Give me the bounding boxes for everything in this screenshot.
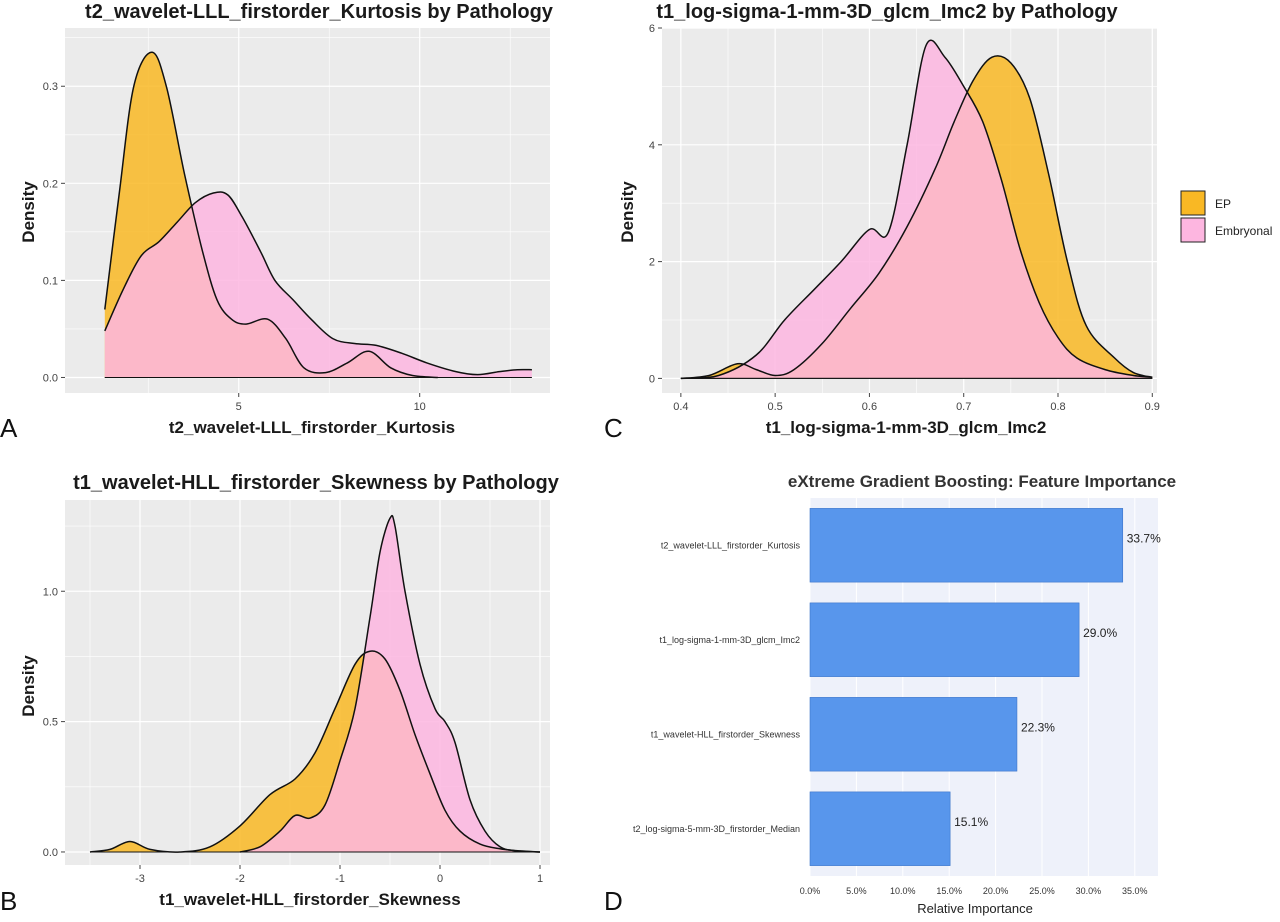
y-tick-label: 0.3 xyxy=(43,81,58,93)
feature-bar xyxy=(809,508,1124,583)
panel-b: t1_wavelet-HLL_firstorder_Skewness by Pa… xyxy=(0,472,560,916)
x-tick-label: 10.0% xyxy=(890,886,916,896)
y-tick-label: 0 xyxy=(649,373,655,385)
density-area-embryonal xyxy=(240,515,540,852)
y-tick-label: 6 xyxy=(649,23,655,35)
x-tick-label: 0.4 xyxy=(673,401,688,413)
y-tick-label: 0.2 xyxy=(43,178,58,190)
x-tick-label: 25.0% xyxy=(1029,886,1055,896)
density-line-embryonal xyxy=(104,191,532,376)
feature-bar xyxy=(809,791,951,866)
panel-c-letter: C xyxy=(604,413,623,443)
feature-bar xyxy=(809,602,1080,677)
panel-d-xlabel: Relative Importance xyxy=(917,901,1033,916)
panel-c-plot: 0.4 0.5 0.6 0.7 0.8 0.9 0 2 4 6 xyxy=(649,23,1160,413)
bar-value-label: 29.0% xyxy=(1083,626,1117,640)
x-tick-label: 15.0% xyxy=(936,886,962,896)
legend-label-embryonal: Embryonal xyxy=(1215,224,1272,238)
feature-label: t1_log-sigma-1-mm-3D_glcm_Imc2 xyxy=(659,635,800,645)
y-tick-label: 0.0 xyxy=(43,847,58,859)
density-line-embryonal xyxy=(239,514,541,853)
x-tick-label: 0 xyxy=(437,873,443,885)
x-tick-label: -1 xyxy=(335,873,345,885)
x-tick-label: 0.6 xyxy=(862,401,877,413)
x-tick-label: -3 xyxy=(135,873,145,885)
y-tick-label: 2 xyxy=(649,257,655,269)
x-tick-label: -2 xyxy=(235,873,245,885)
panel-a-plot: 5 10 0.0 0.1 0.2 0.3 xyxy=(43,28,550,413)
feature-bar xyxy=(809,697,1018,772)
bar-value-label: 15.1% xyxy=(954,815,988,829)
x-tick-label: 1 xyxy=(537,873,543,885)
x-tick-label: 20.0% xyxy=(983,886,1009,896)
legend-label-ep: EP xyxy=(1215,197,1231,211)
x-tick-label: 30.0% xyxy=(1076,886,1102,896)
panel-a: t2_wavelet-LLL_firstorder_Kurtosis by Pa… xyxy=(0,1,554,443)
x-tick-label: 0.9 xyxy=(1145,401,1160,413)
feature-label: t1_wavelet-HLL_firstorder_Skewness xyxy=(651,729,801,739)
y-tick-label: 1.0 xyxy=(43,586,58,598)
x-tick-label: 0.7 xyxy=(956,401,971,413)
panel-b-xlabel: t1_wavelet-HLL_firstorder_Skewness xyxy=(159,890,460,909)
x-tick-label: 5 xyxy=(236,401,242,413)
density-line-embryonal xyxy=(680,39,1153,380)
y-tick-label: 0.5 xyxy=(43,717,58,729)
panel-d-letter: D xyxy=(604,886,623,916)
density-line-ep xyxy=(680,55,1153,380)
x-tick-label: 0.0% xyxy=(800,886,821,896)
x-tick-label: 35.0% xyxy=(1122,886,1148,896)
x-tick-label: 10 xyxy=(414,401,426,413)
panel-d-plot: t2_wavelet-LLL_firstorder_Kurtosis 33.7% t… xyxy=(633,498,1161,896)
panel-c-ylabel: Density xyxy=(618,181,637,243)
panel-d-title: eXtreme Gradient Boosting: Feature Impor… xyxy=(788,472,1176,491)
y-tick-label: 0.0 xyxy=(43,372,58,384)
panel-a-ylabel: Density xyxy=(19,181,38,243)
x-tick-label: 0.8 xyxy=(1050,401,1065,413)
panel-c: t1_log-sigma-1-mm-3D_glcm_Imc2 by Pathol… xyxy=(604,1,1160,443)
density-line-ep xyxy=(104,51,438,379)
feature-label: t2_wavelet-LLL_firstorder_Kurtosis xyxy=(661,540,801,550)
legend-key-ep xyxy=(1180,190,1206,216)
panel-b-ylabel: Density xyxy=(19,655,38,717)
panel-a-title: t2_wavelet-LLL_firstorder_Kurtosis by Pa… xyxy=(85,1,554,23)
legend-key-embryonal xyxy=(1180,217,1206,243)
panel-b-letter: B xyxy=(0,886,17,916)
panel-b-title: t1_wavelet-HLL_firstorder_Skewness by Pa… xyxy=(73,472,560,494)
legend: EP Embryonal xyxy=(1180,190,1272,243)
panel-c-xlabel: t1_log-sigma-1-mm-3D_glcm_Imc2 xyxy=(766,418,1047,437)
panel-b-plot: -3 -2 -1 0 1 0.0 0.5 1.0 xyxy=(43,500,550,885)
y-tick-label: 4 xyxy=(649,140,655,152)
x-tick-label: 0.5 xyxy=(767,401,782,413)
bar-value-label: 33.7% xyxy=(1127,531,1161,545)
bar-value-label: 22.3% xyxy=(1021,720,1055,734)
y-tick-label: 0.1 xyxy=(43,275,58,287)
density-area-embryonal xyxy=(104,191,532,378)
panel-a-letter: A xyxy=(0,413,18,443)
feature-label: t2_log-sigma-5-mm-3D_firstorder_Median xyxy=(633,824,800,834)
panel-c-title: t1_log-sigma-1-mm-3D_glcm_Imc2 by Pathol… xyxy=(656,1,1118,23)
panel-a-xlabel: t2_wavelet-LLL_firstorder_Kurtosis xyxy=(169,418,455,437)
panel-d: eXtreme Gradient Boosting: Feature Impor… xyxy=(604,472,1176,916)
x-tick-label: 5.0% xyxy=(846,886,867,896)
